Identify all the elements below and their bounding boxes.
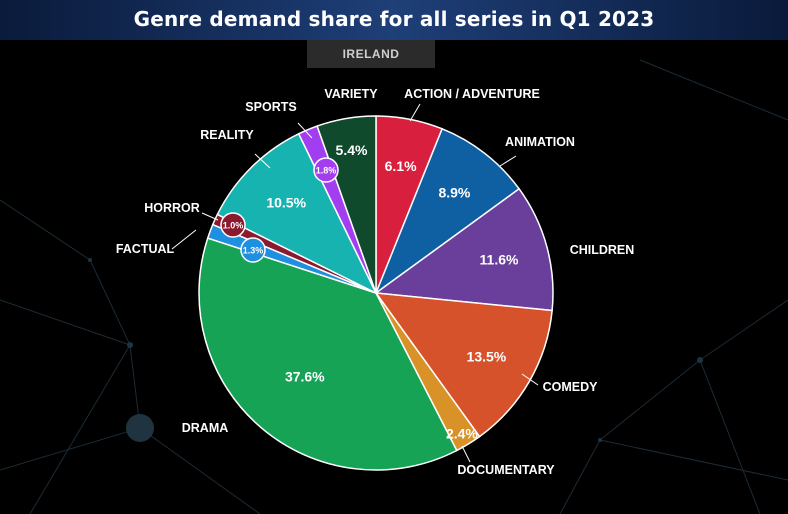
slice-value-variety: 5.4% — [336, 142, 368, 158]
slice-label-comedy: COMEDY — [543, 380, 599, 394]
slice-label-factual: FACTUAL — [116, 242, 175, 256]
leader-line-reality — [254, 153, 271, 169]
pie-slice-children — [373, 187, 554, 312]
value-badge-horror — [220, 212, 246, 238]
slice-value-animation: 8.9% — [438, 185, 470, 201]
slice-value-documentary: 2.4% — [446, 425, 478, 441]
pie-slice-comedy — [374, 292, 553, 438]
slice-value-factual: 1.3% — [243, 246, 264, 256]
value-badge-sports — [313, 157, 339, 183]
value-badge-factual — [240, 237, 266, 263]
pie-slice-animation — [374, 127, 521, 296]
leader-line-horror — [201, 212, 219, 221]
slice-label-sports: SPORTS — [245, 100, 296, 114]
slice-value-sports: 1.8% — [316, 166, 337, 176]
slice-label-documentary: DOCUMENTARY — [457, 463, 555, 477]
region-badge: IRELAND — [307, 40, 435, 68]
title-bar — [0, 0, 788, 40]
leader-line-documentary — [461, 445, 471, 463]
pie-slice-drama — [198, 237, 458, 471]
leader-line-sports — [297, 122, 313, 139]
leader-line-comedy — [521, 373, 539, 386]
slice-value-children: 11.6% — [480, 252, 519, 268]
slice-value-comedy: 13.5% — [467, 349, 507, 365]
slice-label-children: CHILDREN — [570, 243, 635, 257]
slice-label-reality: REALITY — [200, 128, 254, 142]
pie-slice-reality — [216, 132, 378, 295]
slice-value-horror: 1.0% — [223, 221, 244, 231]
slice-value-reality: 10.5% — [266, 195, 306, 211]
slice-value-drama: 37.6% — [285, 369, 325, 385]
slice-label-horror: HORROR — [144, 201, 200, 215]
leader-line-action — [409, 103, 421, 122]
slice-label-drama: DRAMA — [182, 421, 229, 435]
slice-label-animation: ANIMATION — [505, 135, 575, 149]
slice-label-action: ACTION / ADVENTURE — [404, 87, 540, 101]
leader-line-animation — [499, 155, 517, 167]
slice-value-action: 6.1% — [385, 158, 417, 174]
chart-title: Genre demand share for all series in Q1 … — [133, 7, 655, 31]
leader-line-factual — [171, 229, 197, 250]
slice-label-variety: VARIETY — [324, 87, 378, 101]
